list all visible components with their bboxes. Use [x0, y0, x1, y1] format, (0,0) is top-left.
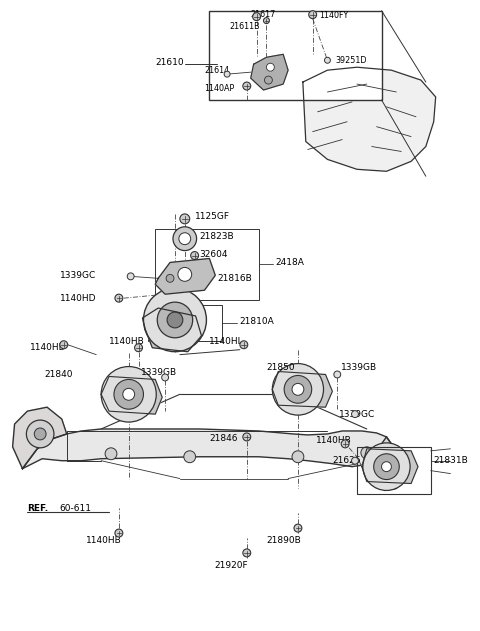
Text: 21840: 21840	[44, 370, 72, 379]
Circle shape	[363, 443, 410, 490]
Text: 1140FY: 1140FY	[320, 11, 349, 20]
Text: 21816B: 21816B	[217, 274, 252, 283]
Text: 21611B: 21611B	[229, 22, 260, 31]
Circle shape	[309, 11, 317, 19]
Circle shape	[361, 447, 372, 459]
Bar	[155, 229, 259, 300]
Text: 21614: 21614	[204, 66, 229, 74]
Circle shape	[115, 529, 123, 537]
Circle shape	[224, 71, 230, 77]
Polygon shape	[143, 308, 202, 351]
Circle shape	[264, 76, 272, 84]
Text: 32604: 32604	[200, 250, 228, 259]
Polygon shape	[12, 407, 67, 469]
Circle shape	[173, 227, 197, 251]
Circle shape	[294, 524, 302, 532]
Circle shape	[180, 214, 190, 224]
Circle shape	[191, 252, 199, 259]
Text: 21610: 21610	[155, 58, 184, 67]
Circle shape	[34, 428, 46, 440]
Text: 21920F: 21920F	[214, 562, 248, 570]
Circle shape	[292, 384, 304, 395]
Text: 1339GC: 1339GC	[60, 271, 96, 280]
Text: REF.: REF.	[27, 504, 48, 513]
Bar	[357, 447, 431, 495]
Polygon shape	[362, 449, 418, 483]
Text: 1140HB: 1140HB	[86, 536, 122, 545]
Text: 1125GF: 1125GF	[194, 213, 229, 221]
Circle shape	[105, 448, 117, 460]
Circle shape	[243, 549, 251, 557]
Text: 21823B: 21823B	[200, 232, 234, 241]
Circle shape	[101, 367, 156, 422]
Circle shape	[324, 57, 330, 63]
Text: 21626: 21626	[332, 456, 361, 465]
Circle shape	[252, 13, 261, 21]
Polygon shape	[101, 377, 162, 414]
Circle shape	[166, 274, 174, 282]
Polygon shape	[303, 68, 436, 171]
Circle shape	[167, 312, 183, 328]
Text: 21617: 21617	[251, 10, 276, 19]
Circle shape	[351, 457, 359, 464]
Text: 2418A: 2418A	[276, 258, 304, 267]
Circle shape	[179, 233, 191, 245]
Circle shape	[243, 433, 251, 441]
Text: 1339GC: 1339GC	[339, 410, 375, 418]
Circle shape	[123, 388, 134, 400]
Text: 1140HL: 1140HL	[30, 343, 65, 352]
Circle shape	[374, 454, 399, 480]
Circle shape	[162, 374, 168, 381]
Circle shape	[144, 288, 206, 351]
Text: 1140HB: 1140HB	[316, 437, 351, 445]
Polygon shape	[272, 372, 332, 407]
Circle shape	[178, 268, 192, 281]
Circle shape	[266, 63, 274, 71]
Text: 1339GB: 1339GB	[341, 363, 377, 372]
Circle shape	[26, 420, 54, 448]
Text: 21850: 21850	[266, 363, 295, 372]
Circle shape	[114, 379, 144, 409]
Circle shape	[351, 411, 359, 418]
Circle shape	[272, 363, 324, 415]
Circle shape	[240, 341, 248, 349]
Text: 21810A: 21810A	[239, 317, 274, 326]
Text: 39251D: 39251D	[336, 56, 367, 65]
Circle shape	[243, 82, 251, 90]
Text: 1140HL: 1140HL	[209, 337, 244, 346]
Text: 60-611: 60-611	[60, 504, 92, 513]
Circle shape	[134, 344, 143, 351]
Text: 1140AP: 1140AP	[204, 83, 235, 93]
Bar	[148, 305, 222, 341]
Circle shape	[60, 341, 68, 349]
Text: 21846: 21846	[209, 434, 238, 444]
Text: 1140HD: 1140HD	[60, 293, 96, 303]
Circle shape	[382, 462, 391, 471]
Text: 1339GB: 1339GB	[141, 368, 177, 377]
Polygon shape	[155, 259, 216, 294]
Text: 21831B: 21831B	[434, 456, 468, 465]
Circle shape	[334, 371, 341, 378]
Circle shape	[292, 451, 304, 463]
Polygon shape	[251, 54, 288, 90]
Circle shape	[264, 18, 269, 23]
Circle shape	[284, 375, 312, 403]
Bar	[209, 11, 382, 100]
Circle shape	[184, 451, 196, 463]
Text: 1140HB: 1140HB	[109, 337, 145, 346]
Polygon shape	[372, 437, 404, 490]
Polygon shape	[23, 429, 391, 469]
Circle shape	[385, 462, 396, 471]
Circle shape	[127, 273, 134, 280]
Text: 21890B: 21890B	[266, 536, 301, 545]
Circle shape	[115, 294, 123, 302]
Circle shape	[341, 440, 349, 448]
Circle shape	[157, 302, 192, 338]
Circle shape	[379, 455, 402, 478]
